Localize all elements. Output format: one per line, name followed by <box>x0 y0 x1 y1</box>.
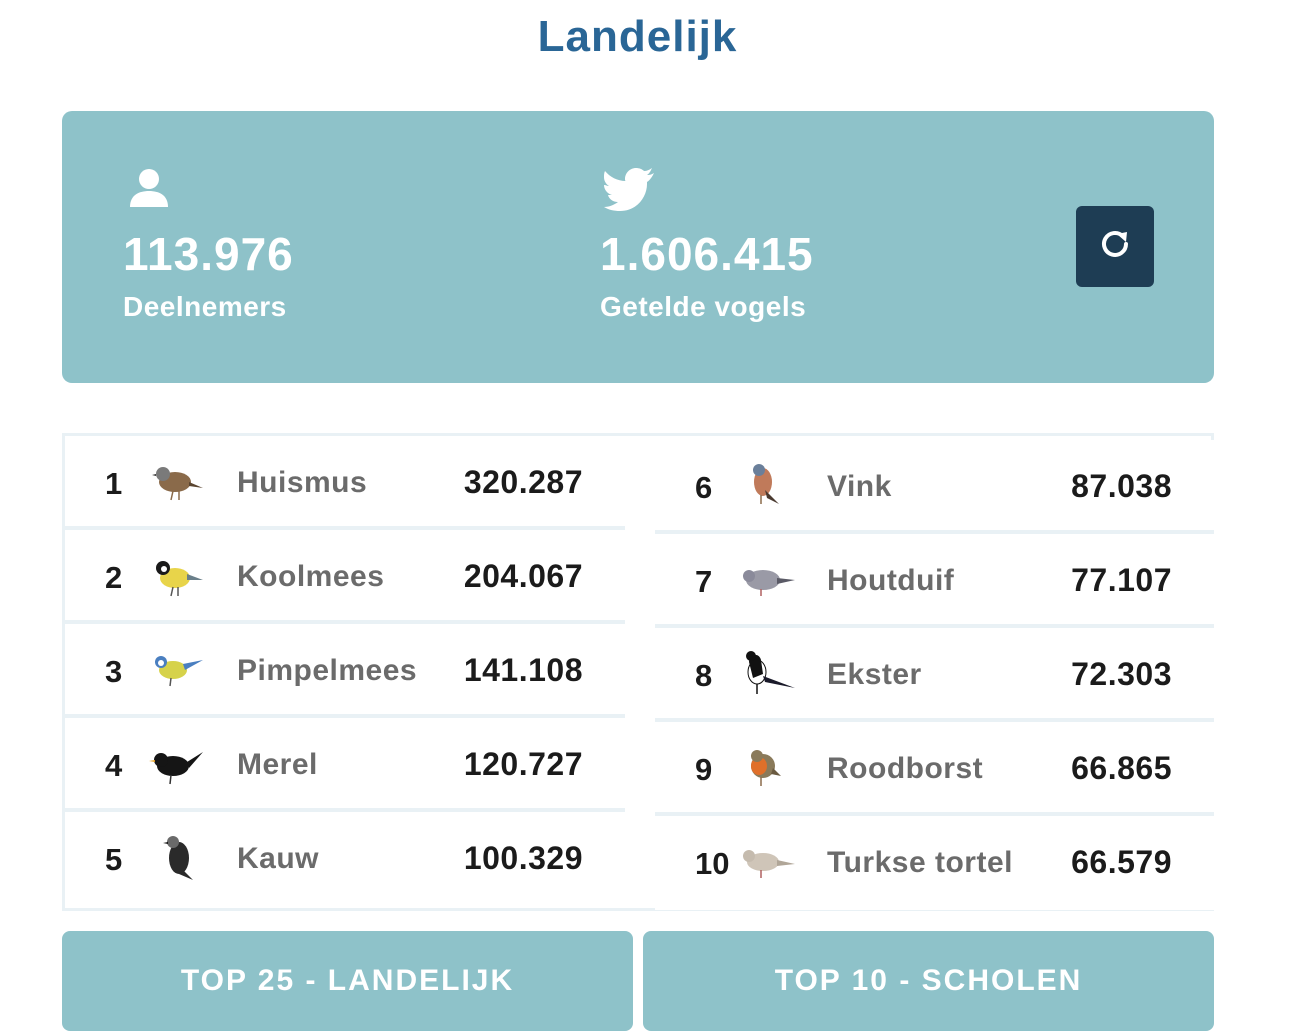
bird-name: Turkse tortel <box>827 846 1013 879</box>
bird-icon <box>604 167 654 211</box>
rank-number: 6 <box>695 470 713 505</box>
person-icon <box>127 167 177 211</box>
rank-number: 5 <box>105 842 123 877</box>
birds-label: Getelde vogels <box>600 291 807 322</box>
blackbird-image <box>149 738 205 788</box>
magpie-image <box>739 648 795 698</box>
jackdaw-image <box>149 832 205 882</box>
bird-name: Koolmees <box>237 560 385 593</box>
robin-image <box>739 742 795 792</box>
bird-name: Pimpelmees <box>237 654 418 687</box>
bird-name: Roodborst <box>827 752 984 785</box>
bird-name: Kauw <box>237 842 320 875</box>
bird-count: 120.727 <box>463 746 583 782</box>
bird-name: Merel <box>237 748 318 781</box>
list-item[interactable]: 2 Koolmees 204.067 <box>65 530 625 624</box>
bird-name: Houtduif <box>827 564 955 597</box>
page-title: Landelijk <box>537 12 738 61</box>
refresh-icon <box>1097 226 1133 267</box>
rank-number: 4 <box>105 748 123 783</box>
top-list-left-column: 1 Huismus 320.287 2 Koolmees 204.067 3 P… <box>65 436 625 906</box>
top-list-right-column: 6 Vink 87.038 7 Houtduif 77.107 8 Ekster… <box>655 440 1214 910</box>
wood-pigeon-image <box>739 554 795 604</box>
rank-number: 9 <box>695 752 713 787</box>
list-item[interactable]: 9 Roodborst 66.865 <box>655 722 1214 816</box>
bird-count: 66.865 <box>1071 750 1172 786</box>
bird-count: 77.107 <box>1071 562 1172 598</box>
rank-number: 1 <box>105 466 123 501</box>
birds-count: 1.606.415 <box>600 228 814 280</box>
list-item[interactable]: 4 Merel 120.727 <box>65 718 625 812</box>
bird-count: 141.108 <box>463 652 583 688</box>
blue-tit-image <box>149 644 205 694</box>
rank-number: 7 <box>695 564 713 599</box>
rank-number: 8 <box>695 658 713 693</box>
bird-count: 100.329 <box>463 840 583 876</box>
list-item[interactable]: 7 Houtduif 77.107 <box>655 534 1214 628</box>
top-10-schools-button[interactable]: TOP 10 - SCHOLEN <box>643 931 1214 1031</box>
chaffinch-image <box>739 460 795 510</box>
list-item[interactable]: 1 Huismus 320.287 <box>65 436 625 530</box>
list-item[interactable]: 3 Pimpelmees 141.108 <box>65 624 625 718</box>
bird-name: Vink <box>827 470 892 503</box>
top-10-list: 1 Huismus 320.287 2 Koolmees 204.067 3 P… <box>62 433 1214 911</box>
bird-count: 72.303 <box>1071 656 1172 692</box>
bird-count: 204.067 <box>463 558 583 594</box>
list-item[interactable]: 8 Ekster 72.303 <box>655 628 1214 722</box>
bird-name: Ekster <box>827 658 922 691</box>
house-sparrow-image <box>149 456 205 506</box>
rank-number: 10 <box>695 846 730 881</box>
stats-panel: 113.976 Deelnemers 1.606.415 Getelde vog… <box>62 111 1214 383</box>
great-tit-image <box>149 550 205 600</box>
list-item[interactable]: 5 Kauw 100.329 <box>65 812 625 906</box>
participants-count: 113.976 <box>123 228 294 280</box>
collared-dove-image <box>739 836 795 886</box>
rank-number: 3 <box>105 654 123 689</box>
bird-count: 320.287 <box>463 464 583 500</box>
top-25-national-button[interactable]: TOP 25 - LANDELIJK <box>62 931 633 1031</box>
list-item[interactable]: 10 Turkse tortel 66.579 <box>655 816 1214 910</box>
bird-count: 87.038 <box>1071 468 1172 504</box>
list-item[interactable]: 6 Vink 87.038 <box>655 440 1214 534</box>
refresh-button[interactable] <box>1076 206 1154 287</box>
participants-label: Deelnemers <box>123 291 287 322</box>
rank-number: 2 <box>105 560 123 595</box>
bird-name: Huismus <box>237 466 368 499</box>
bird-count: 66.579 <box>1071 844 1172 880</box>
